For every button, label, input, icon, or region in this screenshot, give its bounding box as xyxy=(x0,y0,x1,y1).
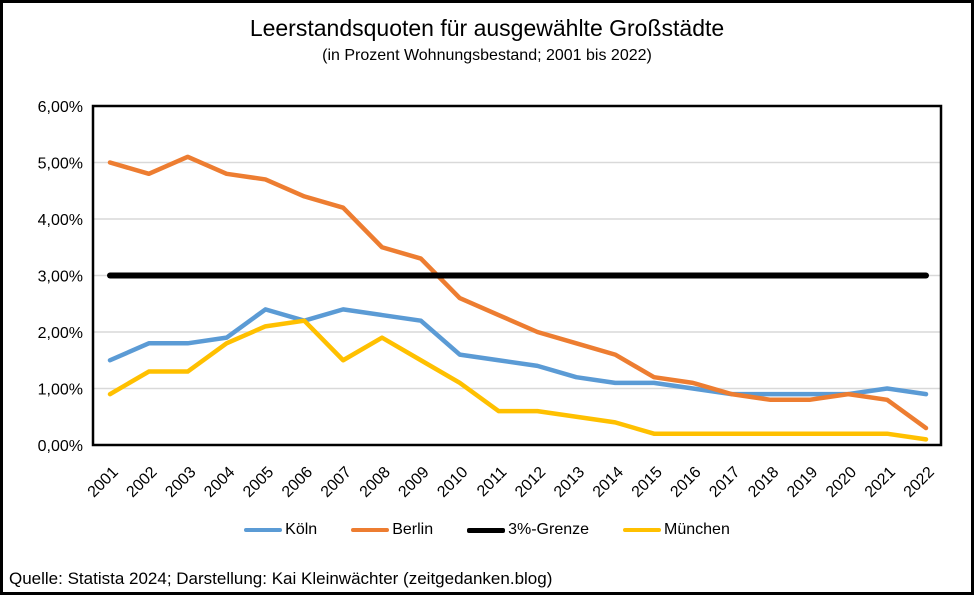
y-tick-label-4: 4,00% xyxy=(38,212,83,229)
legend-item-muenchen: München xyxy=(623,521,730,539)
y-tick-label-2: 2,00% xyxy=(38,325,83,342)
x-tick-label-2017: 2017 xyxy=(706,464,743,501)
legend-item-berlin: Berlin xyxy=(351,521,433,539)
legend-label-grenze: 3%-Grenze xyxy=(508,521,590,538)
source-note: Quelle: Statista 2024; Darstellung: Kai … xyxy=(9,569,553,588)
legend-swatch-grenze xyxy=(467,527,506,533)
y-tick-label-6: 6,00% xyxy=(38,99,83,116)
y-tick-label-3: 3,00% xyxy=(38,269,83,286)
legend-label-berlin: Berlin xyxy=(392,521,434,538)
series-line-koeln xyxy=(107,307,929,397)
legend-label-muenchen: München xyxy=(664,521,730,538)
x-tick-label-2004: 2004 xyxy=(201,464,238,501)
x-tick-label-2019: 2019 xyxy=(784,464,821,501)
x-tick-label-2002: 2002 xyxy=(123,464,160,501)
x-tick-label-2001: 2001 xyxy=(85,464,122,501)
legend-swatch-muenchen xyxy=(623,528,662,532)
x-tick-label-2005: 2005 xyxy=(240,464,277,501)
chart-legend: Köln Berlin 3%-Grenze München xyxy=(3,521,971,539)
series-line-muenchen xyxy=(107,318,929,442)
x-tick-label-2013: 2013 xyxy=(551,464,588,501)
x-tick-label-2008: 2008 xyxy=(357,464,394,501)
series-line-berlin xyxy=(107,154,929,431)
legend-swatch-koeln xyxy=(244,528,283,532)
legend-item-grenze: 3%-Grenze xyxy=(467,521,589,539)
legend-swatch-berlin xyxy=(351,528,390,532)
chart-subtitle: (in Prozent Wohnungsbestand; 2001 bis 20… xyxy=(322,47,652,64)
x-tick-label-2003: 2003 xyxy=(162,464,199,501)
x-tick-label-2016: 2016 xyxy=(667,464,704,501)
x-tick-label-2011: 2011 xyxy=(474,464,510,500)
x-tick-label-2018: 2018 xyxy=(745,464,782,501)
y-tick-label-1: 1,00% xyxy=(38,382,83,399)
x-tick-label-2020: 2020 xyxy=(823,464,860,501)
x-tick-label-2006: 2006 xyxy=(279,464,316,501)
y-tick-label-5: 5,00% xyxy=(38,156,83,173)
legend-label-koeln: Köln xyxy=(285,521,318,538)
x-tick-label-2010: 2010 xyxy=(434,464,471,501)
x-tick-label-2022: 2022 xyxy=(901,464,938,501)
x-tick-label-2015: 2015 xyxy=(629,464,666,501)
y-tick-label-0: 0,00% xyxy=(38,438,83,455)
line-chart-canvas: 0,00%1,00%2,00%3,00%4,00%5,00%6,00%2001 2… xyxy=(38,99,943,501)
x-tick-label-2007: 2007 xyxy=(318,464,355,501)
legend-item-koeln: Köln xyxy=(244,521,317,539)
plot-border xyxy=(91,104,943,447)
x-tick-label-2021: 2021 xyxy=(862,464,899,501)
chart-title: Leerstandsquoten für ausgewählte Großstä… xyxy=(249,15,725,41)
x-tick-label-2014: 2014 xyxy=(590,464,627,501)
x-tick-label-2012: 2012 xyxy=(512,464,549,501)
x-tick-label-2009: 2009 xyxy=(395,464,432,501)
